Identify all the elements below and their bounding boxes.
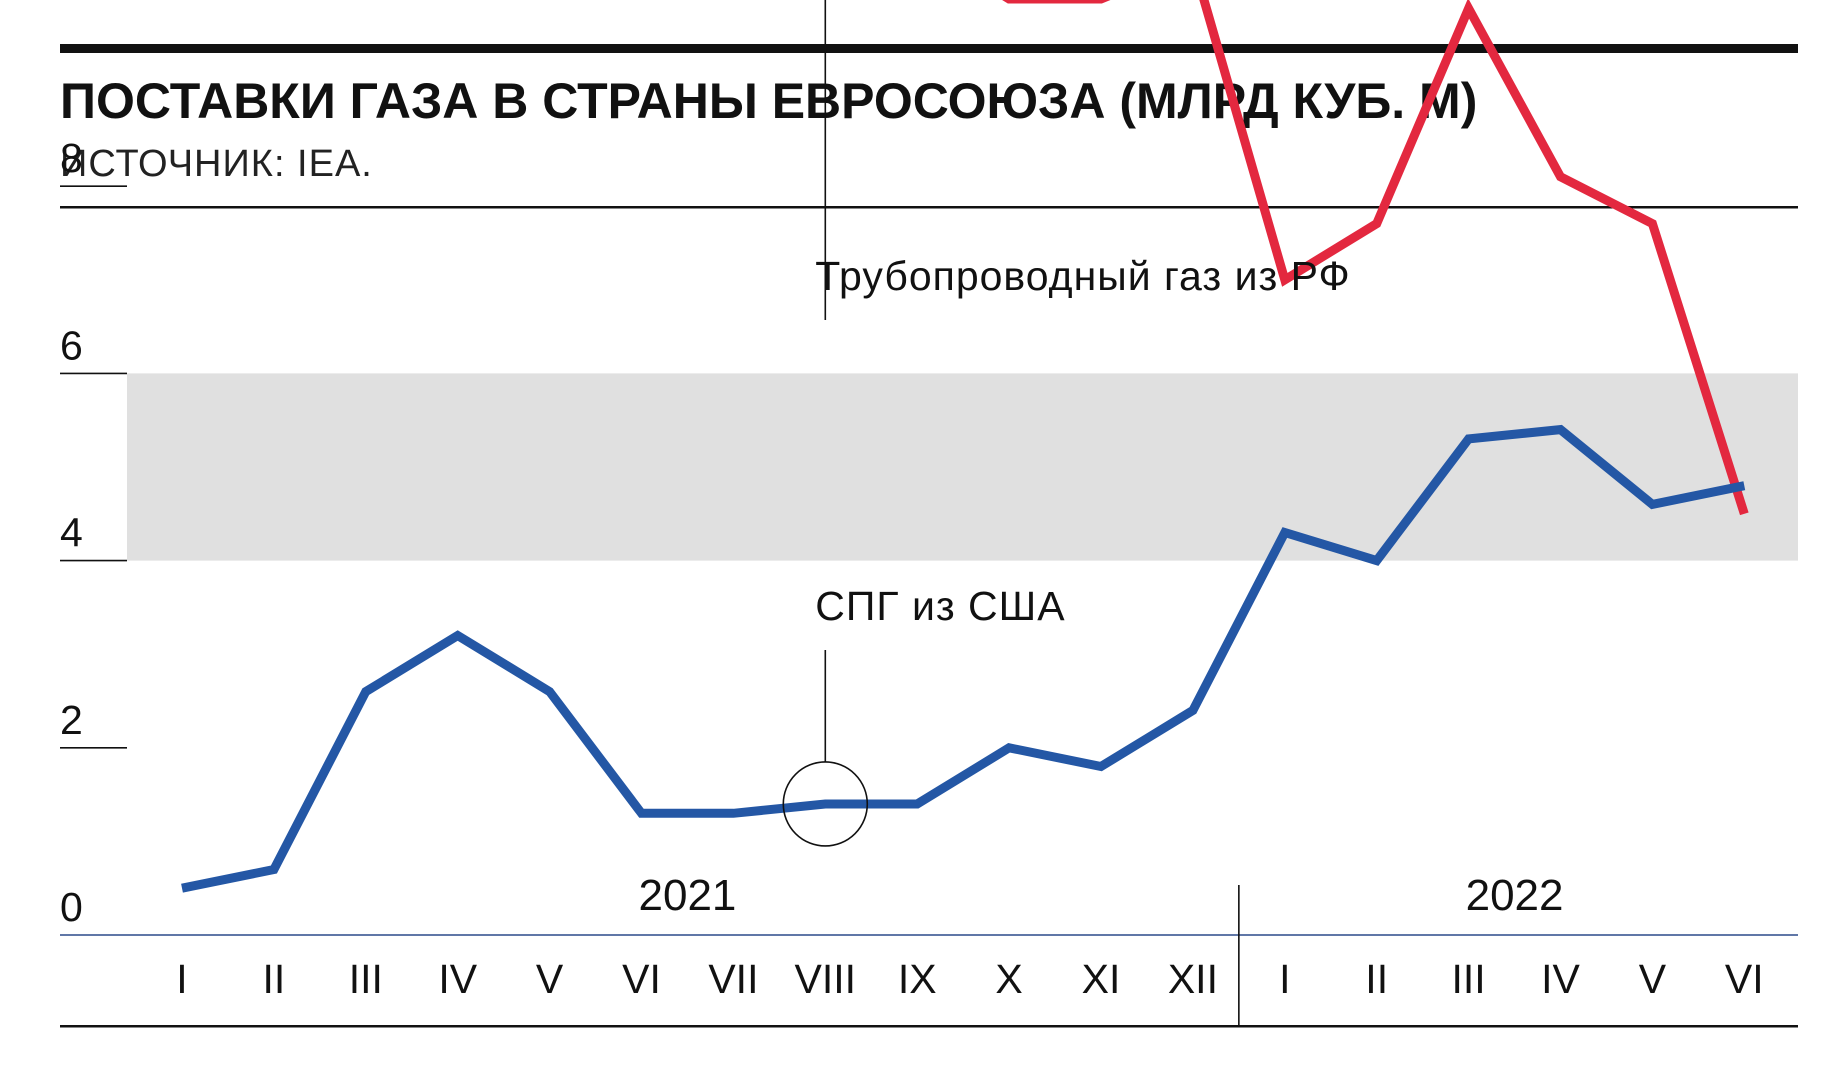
y-tick-label: 6 xyxy=(60,322,83,368)
highlight-band xyxy=(127,373,1798,561)
x-tick-label: I xyxy=(1279,956,1290,1002)
x-tick-label: II xyxy=(263,956,286,1002)
x-tick-label: X xyxy=(995,956,1022,1002)
chart-title: ПОСТАВКИ ГАЗА В СТРАНЫ ЕВРОСОЮЗА (МЛРД К… xyxy=(60,73,1477,129)
series-line-0 xyxy=(1002,0,1749,516)
annotation-layer: Трубопроводный газ из РФ СПГ из США xyxy=(782,0,1350,847)
x-tick-label: VI xyxy=(1725,956,1764,1002)
top-rule xyxy=(60,44,1798,53)
series-layer xyxy=(181,0,1749,893)
x-tick-label: III xyxy=(349,956,383,1002)
x-tick-label: XII xyxy=(1168,956,1218,1002)
source-note: ИСТОЧНИК: IEA. xyxy=(60,143,373,185)
y-tick-label: 4 xyxy=(60,510,83,556)
y-tick-label: 2 xyxy=(60,697,83,743)
x-tick-label: III xyxy=(1452,956,1486,1002)
x-tick-label: V xyxy=(536,956,564,1002)
x-tick-label: V xyxy=(1639,956,1667,1002)
x-tick-label: IX xyxy=(898,956,937,1002)
x-tick-label: VII xyxy=(708,956,758,1002)
x-axis: I II III IV V VI VII VIII IX X XI XII I II III IV V VI202… xyxy=(176,871,1764,1025)
y-axis: 02468101214 xyxy=(60,135,127,930)
year-label: 2021 xyxy=(639,871,737,920)
x-tick-label: II xyxy=(1365,956,1388,1002)
series-line-1 xyxy=(181,424,1746,893)
x-tick-label: XI xyxy=(1082,956,1121,1002)
x-tick-label: VI xyxy=(622,956,661,1002)
header-divider xyxy=(60,206,1798,209)
bottom-rule xyxy=(60,1025,1798,1028)
y-tick-label: 8 xyxy=(60,135,83,181)
year-label: 2022 xyxy=(1466,871,1564,920)
x-tick-label: IV xyxy=(438,956,477,1002)
annotation-label: Трубопроводный газ из РФ xyxy=(815,253,1350,299)
x-tick-label: IV xyxy=(1541,956,1580,1002)
x-tick-label: I xyxy=(176,956,187,1002)
y-tick-label: 0 xyxy=(60,884,83,930)
annotation-label: СПГ из США xyxy=(815,583,1065,629)
highlight-band-layer xyxy=(127,373,1798,561)
x-tick-label: VIII xyxy=(795,956,857,1002)
